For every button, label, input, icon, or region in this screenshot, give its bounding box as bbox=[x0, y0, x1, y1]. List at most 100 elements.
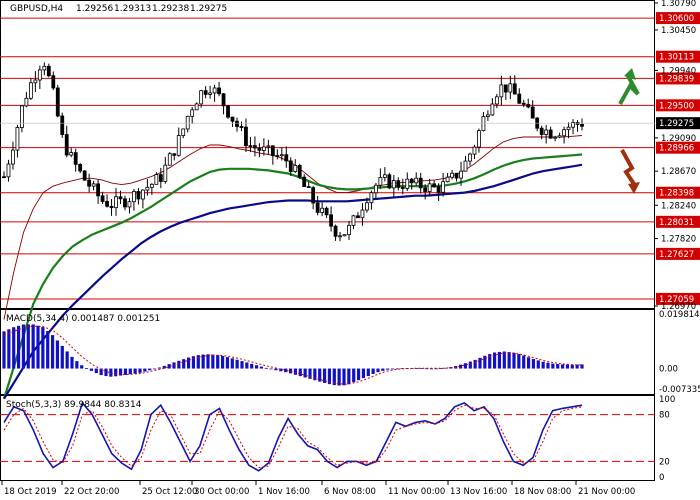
candle-body-106 bbox=[477, 130, 481, 148]
candle-body-65 bbox=[293, 165, 298, 172]
stoch-tick-label-1: 80 bbox=[659, 411, 670, 421]
candle-body-60 bbox=[270, 145, 275, 156]
candle-body-43 bbox=[194, 103, 199, 111]
candle-body-105 bbox=[472, 146, 477, 155]
level-label-bg-2 bbox=[656, 72, 700, 85]
candle-body-1 bbox=[6, 163, 11, 178]
time-tick-label-9: 21 Nov 00:00 bbox=[578, 487, 635, 497]
macd-bar-69 bbox=[337, 368, 341, 386]
candle-body-54 bbox=[244, 126, 248, 147]
candle-body-23 bbox=[105, 201, 109, 207]
candle-body-56 bbox=[253, 145, 257, 149]
candle-body-94 bbox=[423, 187, 428, 192]
chart-header-high: 1.29313 bbox=[114, 4, 151, 14]
candle-body-35 bbox=[158, 174, 163, 182]
price-tick-label-6: 1.27820 bbox=[661, 235, 696, 245]
macd-bar-31 bbox=[152, 368, 157, 370]
candle-body-30 bbox=[136, 191, 141, 200]
macd-bar-6 bbox=[31, 324, 35, 369]
candle-body-62 bbox=[279, 154, 284, 157]
macd-bar-99 bbox=[483, 355, 487, 369]
macd-tick-label-2: -0.007335 bbox=[659, 385, 700, 395]
candle-body-28 bbox=[127, 201, 132, 208]
level-label-4: 1.28966 bbox=[659, 144, 694, 154]
candle-body-72 bbox=[324, 207, 329, 216]
macd-bar-9 bbox=[46, 330, 50, 369]
candle-body-2 bbox=[11, 149, 15, 165]
macd-bar-117 bbox=[570, 364, 574, 369]
level-label-8: 1.27059 bbox=[659, 295, 694, 305]
macd-bar-54 bbox=[264, 367, 268, 369]
macd-bar-4 bbox=[21, 324, 26, 369]
price-tick-label-1: 1.30450 bbox=[661, 26, 696, 36]
macd-bar-7 bbox=[36, 325, 40, 369]
down-arrow-head-icon bbox=[628, 182, 640, 194]
candle-body-15 bbox=[69, 152, 74, 156]
candle-body-110 bbox=[494, 96, 499, 105]
macd-bar-10 bbox=[50, 335, 55, 369]
candle-body-123 bbox=[553, 136, 558, 139]
candle-body-70 bbox=[315, 202, 320, 213]
macd-bar-106 bbox=[517, 354, 521, 369]
candle-body-113 bbox=[508, 83, 513, 93]
candle-body-83 bbox=[373, 184, 378, 194]
candle-body-51 bbox=[230, 116, 235, 122]
ma-line-0 bbox=[3, 135, 583, 320]
macd-bar-63 bbox=[308, 368, 312, 379]
time-tick-label-0: 18 Oct 2019 bbox=[4, 487, 57, 497]
macd-bar-26 bbox=[128, 368, 132, 375]
candle-body-100 bbox=[450, 172, 454, 178]
level-label-1: 1.30113 bbox=[659, 53, 694, 63]
macd-bar-98 bbox=[478, 357, 482, 369]
price-tick-label-7: 1.26970 bbox=[661, 302, 696, 312]
candle-body-18 bbox=[82, 170, 87, 181]
candle-body-3 bbox=[15, 127, 20, 151]
candle-body-82 bbox=[369, 192, 374, 204]
level-label-5: 1.28398 bbox=[659, 189, 694, 199]
candle-body-84 bbox=[378, 177, 383, 186]
candle-body-53 bbox=[239, 126, 244, 128]
candle-body-124 bbox=[557, 135, 562, 138]
candle-body-55 bbox=[248, 145, 253, 148]
candle-body-87 bbox=[391, 180, 396, 189]
macd-bar-107 bbox=[522, 355, 526, 369]
level-label-bg-0 bbox=[656, 12, 700, 25]
macd-bar-19 bbox=[94, 368, 98, 374]
macd-bar-118 bbox=[575, 364, 579, 369]
macd-bar-116 bbox=[565, 364, 570, 369]
macd-bar-101 bbox=[492, 352, 497, 369]
candle-body-57 bbox=[257, 147, 262, 151]
macd-bar-70 bbox=[342, 368, 346, 386]
candle-body-107 bbox=[481, 116, 486, 132]
candle-body-38 bbox=[172, 153, 177, 156]
candle-body-27 bbox=[123, 198, 127, 208]
macd-bar-61 bbox=[298, 368, 302, 377]
candle-body-76 bbox=[342, 234, 347, 237]
macd-bar-0 bbox=[2, 331, 6, 369]
candle-body-19 bbox=[87, 179, 92, 187]
macd-bar-85 bbox=[415, 368, 419, 369]
macd-bar-44 bbox=[216, 355, 220, 369]
moving-average-lines bbox=[2, 135, 583, 400]
macd-bar-20 bbox=[99, 368, 103, 376]
macd-bar-96 bbox=[468, 361, 472, 369]
macd-bar-104 bbox=[507, 352, 511, 369]
macd-bar-21 bbox=[104, 368, 108, 377]
candle-body-33 bbox=[149, 183, 154, 188]
candle-body-112 bbox=[503, 84, 508, 93]
macd-bar-73 bbox=[356, 368, 361, 381]
candle-body-6 bbox=[28, 82, 33, 99]
macd-bar-34 bbox=[167, 364, 171, 369]
macd-bar-3 bbox=[16, 325, 21, 369]
macd-bar-108 bbox=[526, 357, 531, 369]
stoch-tick-label-0: 100 bbox=[659, 395, 675, 405]
macd-bar-47 bbox=[230, 358, 234, 369]
macd-bar-49 bbox=[240, 361, 244, 369]
macd-bar-27 bbox=[133, 368, 137, 374]
candle-body-92 bbox=[414, 177, 419, 184]
candle-body-40 bbox=[181, 128, 186, 136]
candle-body-117 bbox=[526, 103, 531, 108]
stoch-pane-frame bbox=[0, 395, 655, 481]
candle-body-36 bbox=[163, 164, 168, 182]
candle-body-79 bbox=[356, 215, 360, 219]
